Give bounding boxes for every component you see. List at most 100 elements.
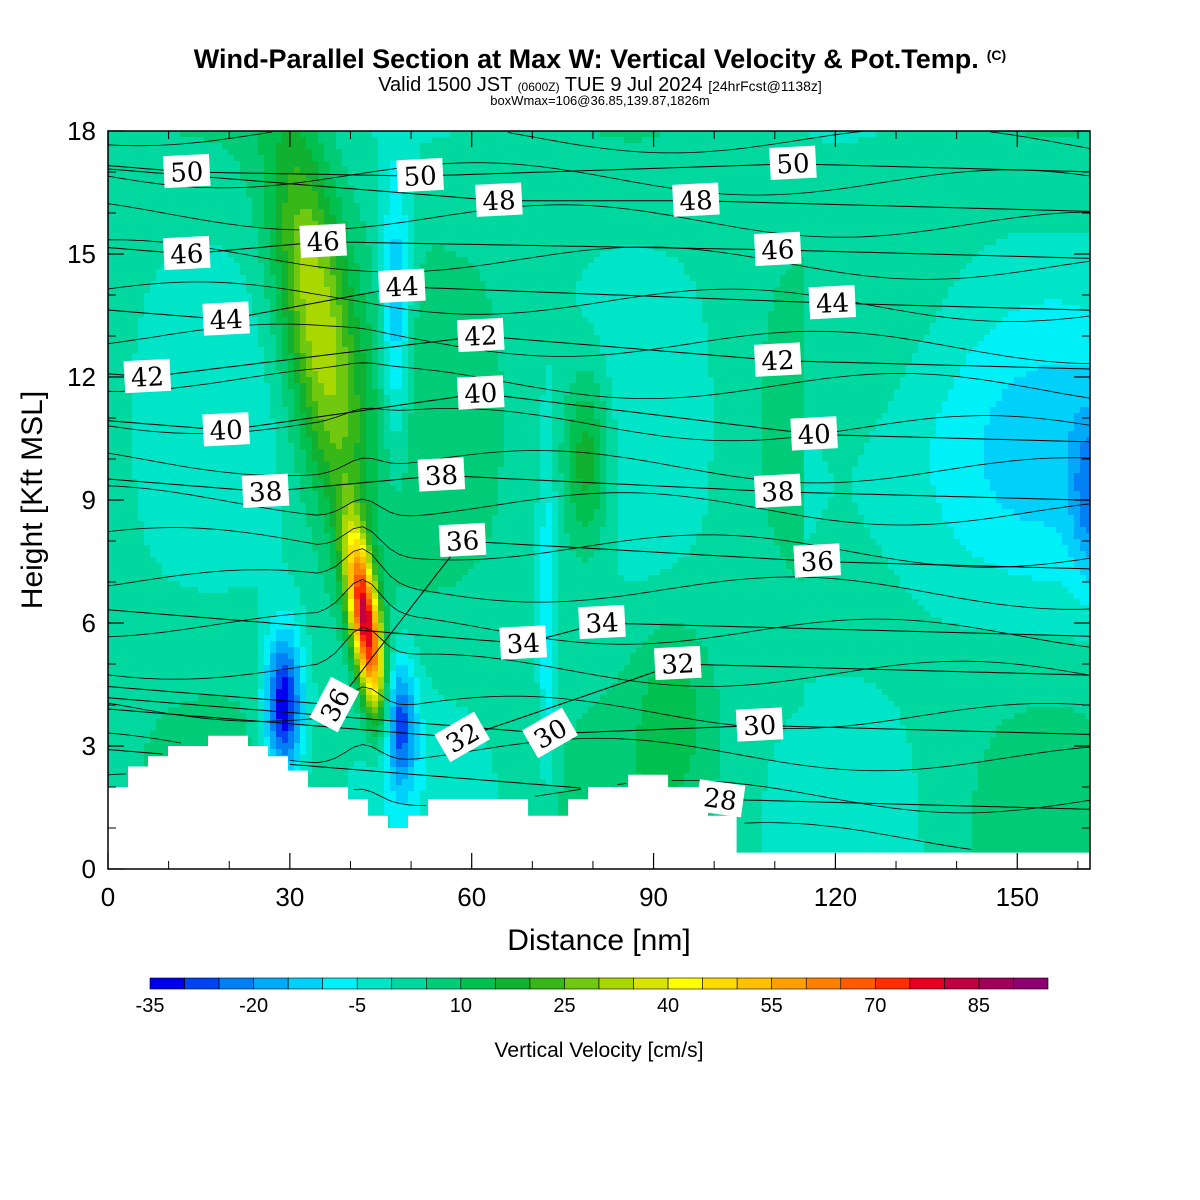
contour-label: 32 [653,645,702,681]
contour-label-text: 38 [248,477,283,509]
theta-contour-minor [108,162,1090,196]
colorbar-swatch [564,977,600,990]
colorbar-tick-label: -35 [136,995,165,1017]
contour-label-text: 46 [170,239,205,271]
theta-contour-minor [108,131,1090,154]
colorbar-swatch [633,977,669,990]
contour-label: 46 [753,231,802,267]
colorbar-swatch [875,977,911,990]
y-tick-label: 18 [67,116,96,146]
theta-contour-48 [108,168,1090,212]
theta-contour-minor [108,203,1090,238]
contour-label: 38 [417,457,466,493]
theta-contour-44 [108,286,1090,321]
x-tick-label: 90 [639,882,668,912]
colorbar-swatch [184,977,220,990]
colorbar-swatch [391,977,427,990]
y-tick-label: 3 [82,731,96,761]
contour-label: 44 [808,285,857,320]
colorbar-tick-label: -5 [348,995,366,1017]
colorbar-title: Vertical Velocity [cm/s] [495,1039,704,1062]
theta-contour-minor [108,323,1090,364]
contour-label: 36 [438,522,487,558]
terrain-mask [108,735,1090,869]
contour-label: 40 [790,416,838,451]
theta-contour-28 [108,749,1090,810]
theta-contour-minor [108,362,1090,399]
contour-label-text: 50 [170,157,205,189]
contour-label: 44 [202,301,250,336]
colorbar-swatch [944,977,980,990]
contour-label-text: 28 [702,783,739,817]
contour-label: 28 [695,779,746,817]
contour-label-text: 38 [424,461,459,493]
theta-contour-minor [108,732,1090,772]
colorbar-swatch [460,977,496,990]
theta-contour-minor [108,526,1090,568]
colorbar-swatch [1013,977,1049,990]
vertical-velocity-field [108,131,1090,869]
y-axis-label: Height [Kft MSL] [16,391,49,609]
y-tick-label: 6 [82,608,96,638]
colorbar-swatch [287,977,323,990]
contour-label: 50 [769,145,817,181]
colorbar-tick-label: -20 [239,995,268,1017]
x-tick-label: 60 [457,882,486,912]
colorbar-swatch [322,977,358,990]
contour-label-text: 36 [445,526,480,558]
colorbar-swatch [667,977,703,990]
colorbar-swatch [218,977,254,990]
contour-label: 46 [162,235,211,271]
contour-label: 34 [578,604,626,640]
theta-contour-minor [108,281,1090,322]
contour-label: 48 [672,182,720,218]
contour-label: 46 [299,223,347,259]
theta-contour-46 [108,241,1090,259]
title-text: Wind-Parallel Section at Max W: Vertical… [194,44,979,74]
x-axis-label: Distance [nm] [507,924,690,957]
valid-date: TUE 9 Jul 2024 [565,74,703,96]
theta-contour-minor [108,239,1090,280]
contour-label: 40 [202,412,250,447]
contour-label-text: 48 [482,186,517,218]
contour-label: 50 [396,157,444,193]
colorbar-swatch [426,977,462,990]
contour-label: 40 [456,375,505,411]
box-wmax-info: boxWmax=106@36.85,139.87,1826m [0,93,1200,108]
valid-time: Valid 1500 JST (0600Z) TUE 9 Jul 2024 [2… [0,74,1200,97]
colorbar: -35 -20 -5 10 25 40 55 70 85 Vertical Velocity [c… [136,977,1049,1062]
theta-contour-minor [108,485,1090,526]
contour-label: 50 [162,153,211,189]
contour-label-text: 44 [385,272,420,304]
colorbar-swatch [495,977,531,990]
contour-label: 34 [499,625,547,660]
contour-label: 42 [753,342,802,377]
theta-contour-minor [108,407,1090,442]
theta-contour-minor [108,626,1090,687]
contour-label-text: 32 [661,649,696,681]
theta-contour-minor [108,686,1090,730]
theta-contour-minor [108,773,1090,814]
colorbar-swatch [978,977,1014,990]
colorbar-tick-label: 25 [553,995,575,1017]
x-tick-label: 120 [814,882,857,912]
copyright-mark: (C) [987,47,1006,63]
valid-utc: (0600Z) [518,80,560,94]
x-tick-label: 150 [996,882,1039,912]
contour-label: 36 [793,543,841,578]
colorbar-tick-label: 40 [657,995,679,1017]
colorbar-swatch [736,977,772,990]
contour-label-text: 50 [776,149,811,181]
colorbar-swatch [805,977,842,990]
colorbar-swatch [529,977,565,990]
valid-prefix: Valid 1500 JST [378,74,512,96]
colorbar-tick-label: 85 [968,995,990,1017]
contour-label: 30 [735,707,784,742]
theta-contour-50 [108,163,1090,177]
contour-label-text: 42 [464,321,499,353]
colorbar-tick-label: 10 [450,995,472,1017]
y-tick-label: 9 [82,485,96,515]
contour-label-text: 40 [464,379,499,411]
theta-contour-40 [108,392,1090,443]
